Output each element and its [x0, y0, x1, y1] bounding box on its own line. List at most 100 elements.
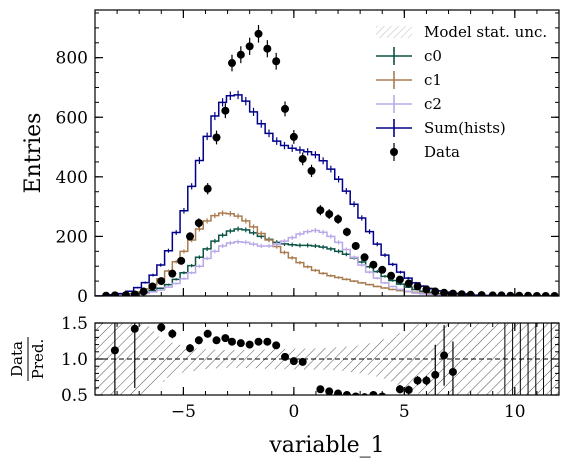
ratio-point: [431, 370, 440, 379]
x-tick-label: 0: [288, 402, 299, 422]
data-point: [168, 269, 177, 278]
data-point: [186, 232, 195, 241]
data-point: [448, 289, 457, 296]
ratio-point: [186, 344, 195, 353]
ratio-point: [227, 337, 236, 346]
data-point: [369, 260, 378, 269]
ratio-ticks: −5 0 5 10 0.5 1.0 1.5: [61, 314, 560, 422]
legend-label: c1: [424, 71, 442, 89]
ratio-point: [351, 392, 360, 395]
data-point: [506, 291, 515, 296]
legend-hatch-swatch: [376, 26, 412, 38]
ratio-point: [157, 323, 166, 332]
data-point: [221, 106, 230, 115]
ratio-point: [272, 341, 281, 350]
ratio-point: [413, 376, 422, 385]
data-point: [263, 44, 272, 53]
ratio-y-axis-label: Data Pred.: [8, 337, 47, 381]
legend-entry: c1: [376, 71, 442, 89]
data-point: [541, 292, 550, 296]
data-point: [245, 42, 254, 51]
ratio-point: [342, 391, 351, 395]
ratio-point: [254, 337, 263, 346]
ratio-point: [203, 329, 212, 338]
data-point: [422, 285, 431, 294]
legend: Model stat. unc. c0 c1 c2 Sum(hists) Data: [376, 23, 547, 161]
ratio-panel: −5 0 5 10 0.5 1.0 1.5 Data Pred. variable_1: [8, 314, 560, 458]
data-point: [236, 50, 245, 59]
data-point: [148, 282, 157, 291]
ratio-y-label-numerator: Data: [8, 341, 26, 377]
data-point: [378, 265, 387, 274]
data-point: [431, 287, 440, 296]
main-axes-frame: [94, 9, 560, 297]
main-ticks: 0 200 400 600 800: [56, 10, 560, 307]
ratio-point: [440, 351, 449, 360]
data-point: [130, 290, 139, 296]
data-point: [307, 166, 316, 175]
data-point: [524, 291, 533, 296]
ratio-point: [168, 329, 177, 338]
data-point: [497, 291, 506, 296]
ratio-point: [194, 336, 203, 345]
data-point: [281, 104, 290, 113]
legend-label: Data: [424, 143, 460, 161]
data-point: [457, 290, 466, 296]
ratio-point: [369, 391, 378, 395]
data-point: [102, 291, 111, 296]
data-point: [203, 184, 212, 193]
y-tick-label: 200: [56, 227, 88, 247]
ratio-point: [325, 387, 334, 395]
ratio-point: [245, 340, 254, 349]
data-point: [194, 219, 203, 228]
ratio-point: [422, 376, 431, 385]
ratio-point: [263, 337, 272, 346]
legend-entry: Sum(hists): [376, 119, 506, 137]
data-point: [440, 288, 449, 296]
data-point: [289, 132, 298, 141]
legend-label: Model stat. unc.: [424, 23, 547, 41]
data-point: [121, 291, 130, 296]
data-point: [334, 215, 343, 224]
data-point: [515, 291, 524, 296]
series-data: [102, 24, 559, 296]
data-point: [227, 59, 236, 68]
data-point: [157, 277, 166, 286]
ratio-point: [236, 339, 245, 348]
legend-label: c2: [424, 95, 442, 113]
data-point: [387, 271, 396, 280]
legend-entry: c0: [376, 47, 442, 65]
legend-label: Sum(hists): [424, 119, 506, 137]
data-point: [254, 29, 263, 38]
data-point: [212, 133, 221, 142]
ratio-point: [298, 357, 307, 366]
legend-entry: c2: [376, 95, 442, 113]
ratio-point: [395, 385, 404, 394]
ratio-point: [212, 336, 221, 345]
y-tick-label: 800: [56, 49, 88, 69]
ratio-point: [448, 367, 457, 376]
ratio-point: [316, 385, 325, 394]
data-point: [351, 241, 360, 250]
legend-entry: Data: [390, 143, 460, 161]
data-point: [272, 57, 281, 66]
ratio-y-tick-label: 0.5: [61, 386, 88, 406]
data-point: [395, 275, 404, 284]
legend-label: c0: [424, 47, 442, 65]
data-point: [342, 227, 351, 236]
data-point: [298, 154, 307, 163]
ratio-point: [130, 324, 139, 333]
data-point: [177, 256, 186, 265]
legend-point-swatch: [390, 148, 398, 156]
x-tick-label: −5: [171, 402, 196, 422]
ratio-point: [281, 352, 290, 361]
ratio-point: [289, 357, 298, 366]
ratio-point: [110, 346, 119, 355]
ratio-points: [110, 323, 457, 395]
main-y-axis-label: Entries: [21, 113, 46, 194]
data-point: [413, 282, 422, 291]
data-point: [316, 206, 325, 215]
data-point: [550, 292, 559, 296]
ratio-y-tick-label: 1.0: [61, 350, 88, 370]
